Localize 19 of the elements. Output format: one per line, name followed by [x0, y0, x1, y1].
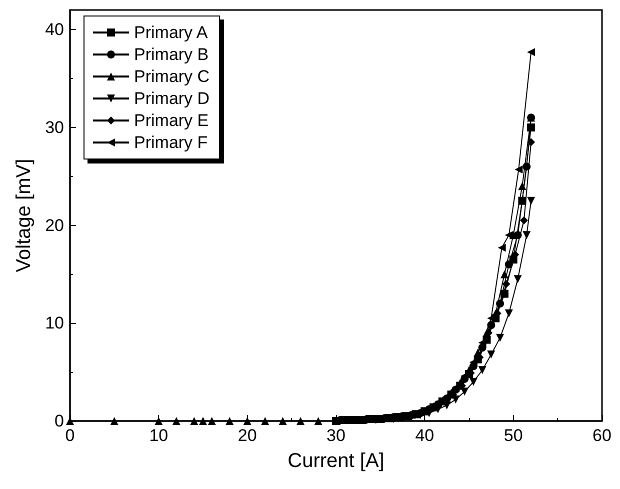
- x-tick-label: 30: [326, 426, 346, 445]
- legend-label: Primary E: [134, 111, 209, 130]
- x-tick-label: 20: [238, 426, 257, 445]
- y-tick-label: 30: [45, 118, 64, 137]
- y-tick-label: 10: [45, 314, 64, 333]
- x-axis-title: Current [A]: [288, 450, 384, 472]
- y-tick-label: 40: [45, 20, 64, 40]
- x-tick-label: 10: [149, 426, 168, 445]
- legend-label: Primary C: [134, 67, 210, 86]
- legend-label: Primary A: [134, 23, 208, 42]
- x-tick-label: 50: [504, 426, 523, 445]
- legend-label: Primary F: [134, 133, 208, 152]
- y-tick-label: 0: [54, 412, 64, 430]
- x-tick-label: 60: [592, 426, 612, 445]
- legend-label: Primary D: [134, 89, 210, 108]
- x-tick-label: 40: [415, 426, 434, 445]
- legend-label: Primary B: [134, 45, 209, 64]
- y-axis-title: Voltage [mV]: [13, 158, 36, 272]
- y-tick-label: 20: [45, 216, 64, 235]
